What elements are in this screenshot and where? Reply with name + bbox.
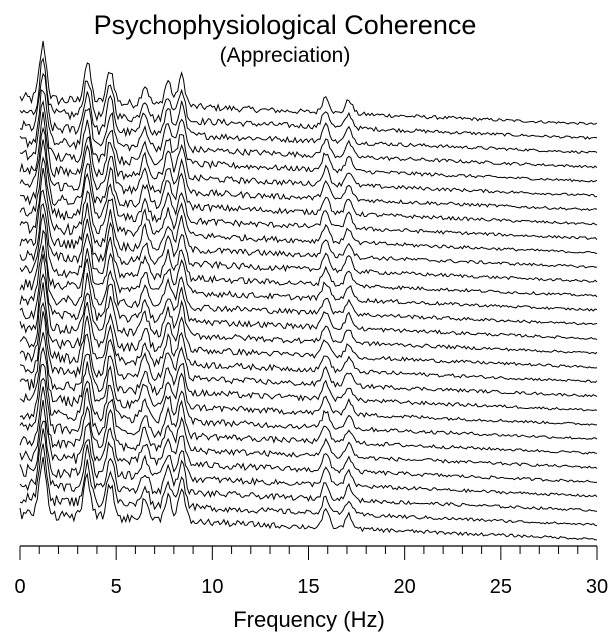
spectrum-series-line xyxy=(19,245,598,326)
spectrum-series-line xyxy=(19,89,598,169)
spectrum-series-line xyxy=(19,213,598,298)
spectrum-series-line xyxy=(19,40,598,126)
spectrum-series-line xyxy=(19,456,598,541)
spectrum-series-line xyxy=(19,386,598,469)
x-tick-label: 25 xyxy=(490,576,512,598)
spectrum-series-line xyxy=(19,99,598,183)
spectrum-series-line xyxy=(19,332,598,412)
spectrum-series-line xyxy=(19,311,598,398)
spectrum-series-line xyxy=(19,301,598,383)
spectrum-series-line xyxy=(19,346,598,426)
x-axis-label: Frequency (Hz) xyxy=(233,607,385,632)
spectrum-series-line xyxy=(19,203,598,283)
spectrum-series-line xyxy=(19,399,598,484)
spectrum-series-line xyxy=(19,443,598,527)
x-tick-label: 5 xyxy=(111,576,122,598)
x-tick-label: 0 xyxy=(14,576,25,598)
spectrum-series-line xyxy=(19,167,598,255)
x-tick-label: 20 xyxy=(394,576,416,598)
spectrum-series-line xyxy=(19,282,598,369)
spectrum-series-line xyxy=(19,139,598,226)
spectrum-series-line xyxy=(19,428,598,512)
chart-title: Psychophysiological Coherence xyxy=(94,10,477,40)
x-tick-label: 30 xyxy=(586,576,608,598)
spectrum-series-line xyxy=(19,57,598,140)
x-ticks: 0 5 10 15 20 25 30 xyxy=(14,546,608,598)
spectra-series-group xyxy=(19,40,598,541)
spectrum-series-line xyxy=(19,420,598,498)
x-tick-label: 10 xyxy=(201,576,223,598)
spectrum-series-line xyxy=(19,363,598,440)
x-tick-label: 15 xyxy=(297,576,319,598)
spectrum-series-line xyxy=(19,126,598,211)
spectrum-series-line xyxy=(19,189,598,269)
spectrum-series-line xyxy=(19,254,598,341)
spectrum-series-line xyxy=(19,273,598,355)
spectrum-series-line xyxy=(19,111,598,198)
spectrum-series-line xyxy=(19,229,598,312)
spectrum-series-line xyxy=(19,155,598,241)
spectrum-series-line xyxy=(19,377,598,455)
chart-subtitle: (Appreciation) xyxy=(220,44,351,67)
spectrum-series-line xyxy=(19,72,598,154)
